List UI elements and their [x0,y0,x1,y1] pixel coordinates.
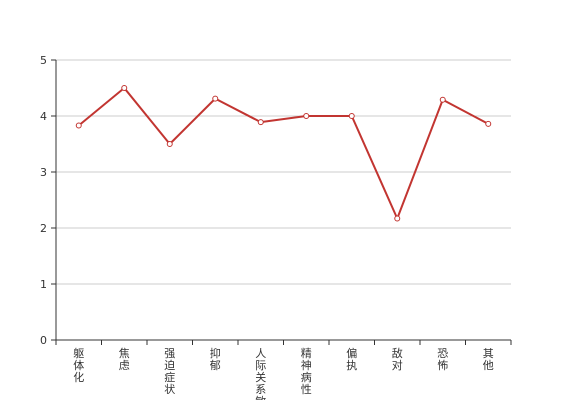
x-tick-label: 精神病性 [301,347,312,396]
y-tick-label: 3 [40,166,47,179]
x-tick-label: 焦虑 [119,347,130,372]
data-point-4 [257,119,264,126]
data-point-3 [212,95,219,102]
x-tick-label: 抑郁 [210,346,221,372]
y-tick-label: 0 [40,334,47,347]
data-point-9 [485,120,492,127]
y-axis-ticks: 0 1 2 3 4 5 [40,54,56,347]
x-tick-label: 偏执 [346,346,357,372]
x-tick-label: 人际关系敏感 [255,347,266,400]
data-point-0 [75,122,82,129]
series-line [78,87,489,220]
x-tick-label: 躯体化 [73,347,84,384]
series [75,85,492,222]
x-tick-label: 敌对 [392,346,403,372]
data-point-8 [439,96,446,103]
data-point-6 [348,113,355,119]
grid-lines [56,59,511,285]
y-tick-label: 1 [40,278,47,291]
y-tick-label: 5 [40,54,47,67]
data-point-2 [166,141,173,147]
y-tick-label: 2 [40,222,47,235]
x-axis-ticks: 躯体化 焦虑 强迫症状 抑郁 人际关系敏感 精神病性 偏执 敌对 恐怖 其他 [55,340,512,400]
x-tick-label: 恐怖 [437,347,448,372]
y-tick-label: 4 [40,110,47,123]
x-tick-label: 强迫症状 [164,347,175,396]
x-tick-label: 其他 [483,347,494,372]
data-point-5 [303,113,310,119]
data-point-1 [121,85,128,91]
data-point-7 [394,215,401,222]
